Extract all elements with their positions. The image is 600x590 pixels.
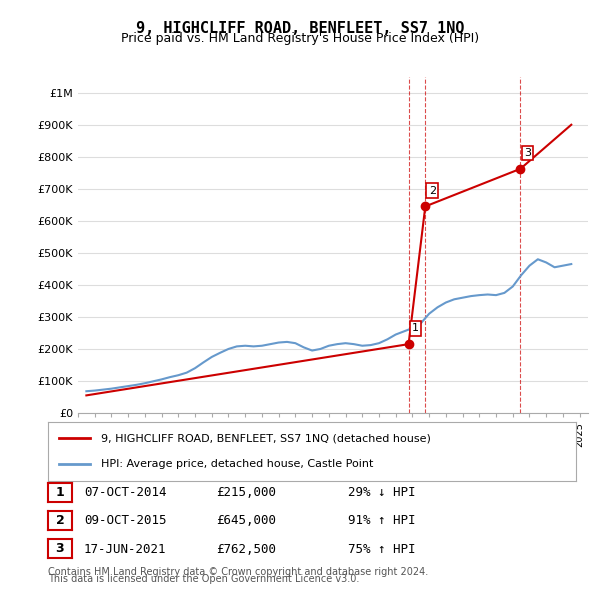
Text: 2: 2: [428, 186, 436, 196]
Text: 3: 3: [524, 148, 531, 158]
Text: Price paid vs. HM Land Registry's House Price Index (HPI): Price paid vs. HM Land Registry's House …: [121, 32, 479, 45]
Text: 09-OCT-2015: 09-OCT-2015: [84, 514, 167, 527]
Text: £762,500: £762,500: [216, 543, 276, 556]
Text: 9, HIGHCLIFF ROAD, BENFLEET, SS7 1NQ (detached house): 9, HIGHCLIFF ROAD, BENFLEET, SS7 1NQ (de…: [101, 434, 431, 443]
Text: 07-OCT-2014: 07-OCT-2014: [84, 486, 167, 499]
Text: HPI: Average price, detached house, Castle Point: HPI: Average price, detached house, Cast…: [101, 460, 373, 469]
Text: £215,000: £215,000: [216, 486, 276, 499]
Text: 91% ↑ HPI: 91% ↑ HPI: [348, 514, 415, 527]
Text: 1: 1: [56, 486, 64, 499]
Text: 17-JUN-2021: 17-JUN-2021: [84, 543, 167, 556]
Text: 9, HIGHCLIFF ROAD, BENFLEET, SS7 1NQ: 9, HIGHCLIFF ROAD, BENFLEET, SS7 1NQ: [136, 21, 464, 35]
Text: £645,000: £645,000: [216, 514, 276, 527]
Text: 75% ↑ HPI: 75% ↑ HPI: [348, 543, 415, 556]
Text: 29% ↓ HPI: 29% ↓ HPI: [348, 486, 415, 499]
Text: 1: 1: [412, 323, 419, 333]
Text: 2: 2: [56, 514, 64, 527]
Text: 3: 3: [56, 542, 64, 555]
Text: Contains HM Land Registry data © Crown copyright and database right 2024.: Contains HM Land Registry data © Crown c…: [48, 567, 428, 577]
Text: This data is licensed under the Open Government Licence v3.0.: This data is licensed under the Open Gov…: [48, 574, 359, 584]
